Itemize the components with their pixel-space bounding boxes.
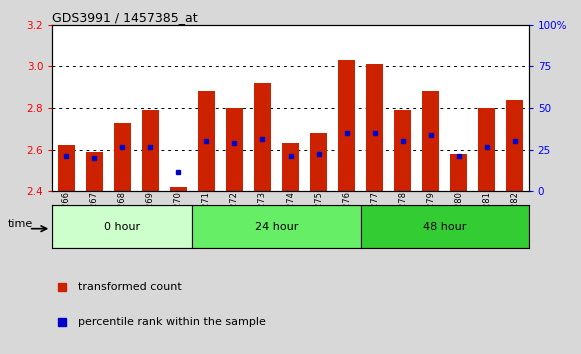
Bar: [226, 108, 243, 191]
Text: GSM680267: GSM680267: [90, 191, 99, 242]
Text: GSM680266: GSM680266: [62, 191, 71, 242]
Text: 0 hour: 0 hour: [104, 222, 141, 232]
Text: GSM680269: GSM680269: [146, 191, 155, 242]
Text: 48 hour: 48 hour: [423, 222, 467, 232]
Bar: [114, 122, 131, 191]
Bar: [86, 152, 103, 191]
Text: percentile rank within the sample: percentile rank within the sample: [78, 316, 266, 327]
Text: GSM680275: GSM680275: [314, 191, 323, 242]
Text: GSM680271: GSM680271: [202, 191, 211, 242]
Bar: [198, 91, 215, 191]
Bar: [282, 143, 299, 191]
Text: GSM680268: GSM680268: [118, 191, 127, 242]
Text: time: time: [8, 219, 33, 229]
Bar: [58, 145, 75, 191]
Bar: [192, 205, 361, 248]
Text: GSM680272: GSM680272: [230, 191, 239, 242]
Text: transformed count: transformed count: [78, 282, 182, 292]
Bar: [506, 100, 523, 191]
Text: GSM680282: GSM680282: [510, 191, 519, 242]
Text: GSM680270: GSM680270: [174, 191, 183, 242]
Bar: [142, 110, 159, 191]
Text: GSM680276: GSM680276: [342, 191, 351, 242]
Text: GSM680279: GSM680279: [426, 191, 435, 242]
Text: GSM680280: GSM680280: [454, 191, 463, 242]
Text: GSM680274: GSM680274: [286, 191, 295, 242]
Bar: [52, 205, 192, 248]
Text: 24 hour: 24 hour: [255, 222, 298, 232]
Text: GSM680281: GSM680281: [482, 191, 491, 242]
Bar: [478, 108, 495, 191]
Text: GSM680273: GSM680273: [258, 191, 267, 242]
Bar: [254, 83, 271, 191]
Bar: [338, 60, 355, 191]
Bar: [422, 91, 439, 191]
Bar: [394, 110, 411, 191]
Bar: [361, 205, 529, 248]
Bar: [450, 154, 467, 191]
Text: GSM680277: GSM680277: [370, 191, 379, 242]
Bar: [170, 187, 187, 191]
Text: GSM680278: GSM680278: [398, 191, 407, 242]
Bar: [310, 133, 327, 191]
Bar: [366, 64, 383, 191]
Text: GDS3991 / 1457385_at: GDS3991 / 1457385_at: [52, 11, 198, 24]
